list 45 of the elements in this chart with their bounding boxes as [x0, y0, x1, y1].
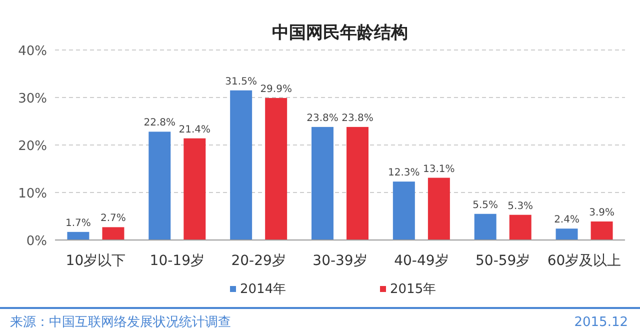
chart-title: 中国网民年龄结构 — [272, 23, 408, 43]
bar — [184, 138, 206, 240]
bar — [312, 126, 334, 240]
data-label: 13.1% — [423, 164, 455, 175]
data-label: 21.4% — [178, 124, 211, 136]
bar — [265, 98, 288, 240]
bar — [67, 232, 90, 240]
data-label: 2.4% — [554, 214, 580, 226]
data-label: 12.3% — [388, 168, 420, 179]
bar — [556, 228, 578, 240]
data-label: 31.5% — [225, 76, 257, 88]
bar — [346, 126, 368, 240]
data-label: 29.9% — [260, 84, 292, 95]
legend-label: 2015年 — [390, 282, 436, 297]
bar — [392, 182, 415, 240]
text: 2015.12 — [574, 315, 628, 330]
data-label: 5.3% — [508, 200, 534, 212]
y-tick-label: 20% — [18, 139, 47, 154]
x-tick-label: 10-19岁 — [150, 253, 204, 269]
bar — [230, 90, 252, 240]
y-tick-label: 0% — [26, 234, 47, 249]
data-label: 23.8% — [342, 112, 374, 124]
bar — [590, 221, 613, 240]
source-note: 来源：中国互联网络发展状况统计调查 — [10, 315, 231, 330]
x-tick-label: 60岁及以上 — [547, 253, 622, 269]
bar — [474, 214, 496, 240]
x-tick-label: 10岁以下 — [66, 253, 126, 269]
x-tick-label: 50-59岁 — [476, 253, 530, 269]
legend-label: 2014年 — [240, 282, 286, 297]
data-label: 5.5% — [472, 200, 498, 211]
bar — [509, 214, 532, 240]
y-tick-label: 40% — [18, 44, 47, 59]
data-label: 3.9% — [589, 207, 614, 218]
bar — [428, 178, 450, 240]
bar — [102, 227, 124, 240]
data-label: 23.8% — [306, 112, 338, 124]
x-tick-label: 40-49岁 — [394, 253, 449, 269]
y-tick-label: 30% — [18, 92, 47, 106]
y-tick-label: 10% — [18, 186, 47, 202]
x-tick-label: 30-39岁 — [312, 253, 368, 269]
x-tick-label: 20-29岁 — [231, 253, 286, 269]
data-label: 2.7% — [100, 213, 126, 224]
bar — [148, 132, 171, 240]
data-label: 1.7% — [66, 218, 91, 229]
data-label: 22.8% — [144, 118, 176, 129]
